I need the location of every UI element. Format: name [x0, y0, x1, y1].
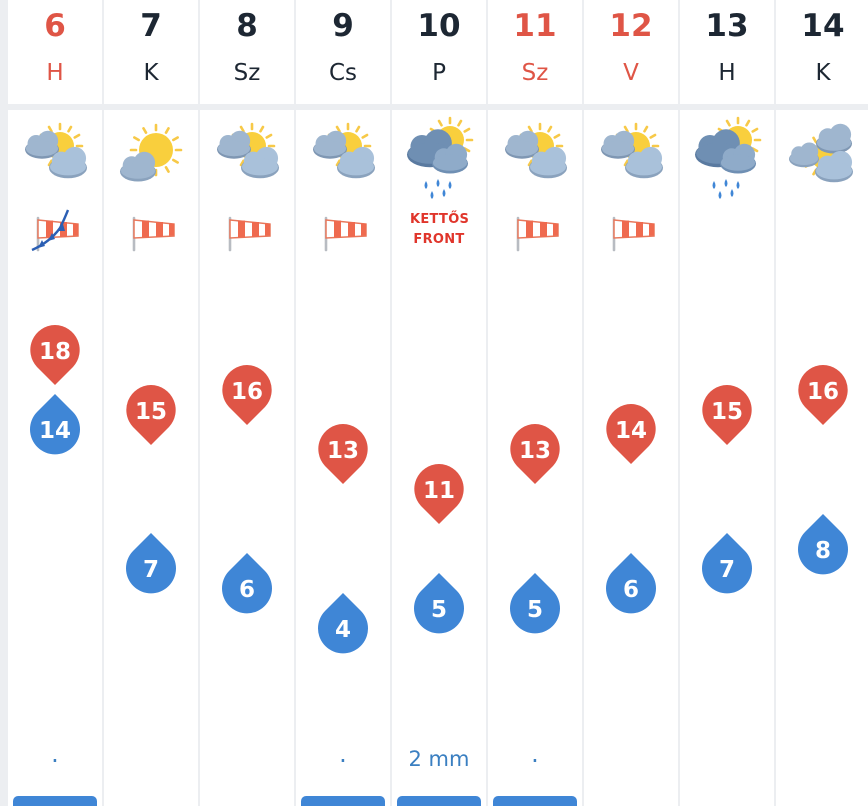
day-header-10[interactable]: 10 P — [392, 0, 486, 104]
high-temp-pin: 14 — [604, 402, 658, 470]
low-temp-drop: 6 — [604, 551, 658, 619]
day-header-12[interactable]: 12 V — [584, 0, 678, 104]
cold-front-wind-icon — [28, 208, 88, 258]
low-temp-drop: 4 — [316, 591, 370, 659]
precipitation-amount: 2 mm — [408, 747, 470, 771]
day-header-8[interactable]: 8 Sz — [200, 0, 294, 104]
high-temp-pin: 15 — [700, 383, 754, 451]
low-temp-drop: 14 — [28, 392, 82, 460]
day-column-7[interactable]: 15 7 — [104, 110, 198, 806]
windsock-icon — [508, 208, 568, 258]
day-name: H — [718, 60, 736, 86]
high-temp-value: 14 — [615, 418, 647, 444]
low-temp-drop: 6 — [220, 551, 274, 619]
day-number: 9 — [332, 8, 354, 44]
high-temp-value: 18 — [39, 339, 71, 365]
windsock-icon — [124, 208, 184, 258]
low-temp-drop: 5 — [412, 571, 466, 639]
cloudy-sun-icon — [784, 114, 864, 208]
day-name: K — [815, 60, 831, 86]
rain-cloud-icon — [688, 114, 768, 208]
low-temp-value: 5 — [431, 597, 447, 623]
day-column-14[interactable]: 16 8 — [776, 110, 868, 806]
day-number: 6 — [44, 8, 66, 44]
forecast-body: 18 14. 15 7 16 6 13 4. — [0, 110, 868, 806]
day-number: 11 — [513, 8, 557, 44]
day-header-11[interactable]: 11 Sz — [488, 0, 582, 104]
low-temp-value: 6 — [623, 577, 639, 603]
high-temp-pin: 13 — [316, 422, 370, 490]
day-header-13[interactable]: 13 H — [680, 0, 774, 104]
day-name: V — [623, 60, 639, 86]
high-temp-value: 16 — [807, 379, 839, 405]
precipitation-amount: . — [51, 740, 59, 768]
day-header-9[interactable]: 9 Cs — [296, 0, 390, 104]
front-label: KETTŐS FRONT — [410, 212, 470, 247]
windsock-icon — [316, 208, 376, 258]
partly-cloudy-icon — [208, 114, 288, 208]
high-temp-pin: 11 — [412, 462, 466, 530]
partly-cloudy-icon — [592, 114, 672, 208]
precipitation-bar — [397, 796, 481, 806]
day-column-13[interactable]: 15 7 — [680, 110, 774, 806]
low-temp-value: 5 — [527, 597, 543, 623]
partly-cloudy-icon — [304, 114, 384, 208]
day-name: P — [432, 60, 446, 86]
low-temp-value: 8 — [815, 538, 831, 564]
high-temp-value: 16 — [231, 379, 263, 405]
windsock-icon — [604, 208, 664, 258]
rain-cloud-icon — [400, 114, 480, 208]
high-temp-pin: 16 — [796, 363, 850, 431]
low-temp-value: 14 — [39, 418, 71, 444]
low-temp-value: 7 — [719, 557, 735, 583]
day-name: K — [143, 60, 159, 86]
precipitation-amount: . — [531, 740, 539, 768]
day-number: 12 — [609, 8, 653, 44]
day-number: 7 — [140, 8, 162, 44]
forecast-header: 6 H 7 K 8 Sz 9 Cs 10 P 11 Sz 12 V 13 H 14 K — [0, 0, 868, 104]
low-temp-drop: 7 — [700, 531, 754, 599]
day-number: 14 — [801, 8, 845, 44]
day-column-9[interactable]: 13 4. — [296, 110, 390, 806]
low-temp-drop: 8 — [796, 512, 850, 580]
sunny-cloud-icon — [112, 114, 192, 208]
low-temp-drop: 7 — [124, 531, 178, 599]
high-temp-pin: 18 — [28, 323, 82, 391]
precipitation-bar — [13, 796, 97, 806]
windsock-icon — [220, 208, 280, 258]
high-temp-value: 13 — [519, 438, 551, 464]
day-column-10[interactable]: KETTŐS FRONT 11 5 2 mm — [392, 110, 486, 806]
low-temp-value: 7 — [143, 557, 159, 583]
high-temp-pin: 16 — [220, 363, 274, 431]
precipitation-amount: . — [339, 740, 347, 768]
left-edge — [0, 0, 8, 806]
precipitation-bar — [301, 796, 385, 806]
partly-cloudy-icon — [16, 114, 96, 208]
high-temp-pin: 15 — [124, 383, 178, 451]
day-name: Sz — [233, 60, 261, 86]
low-temp-value: 6 — [239, 577, 255, 603]
high-temp-pin: 13 — [508, 422, 562, 490]
high-temp-value: 15 — [135, 399, 167, 425]
high-temp-value: 13 — [327, 438, 359, 464]
partly-cloudy-icon — [496, 114, 576, 208]
day-number: 10 — [417, 8, 461, 44]
day-name: Cs — [328, 60, 358, 86]
day-column-12[interactable]: 14 6 — [584, 110, 678, 806]
day-number: 8 — [236, 8, 258, 44]
high-temp-value: 15 — [711, 399, 743, 425]
low-temp-value: 4 — [335, 617, 351, 643]
day-name: H — [46, 60, 64, 86]
day-header-14[interactable]: 14 K — [776, 0, 868, 104]
precipitation-bar — [493, 796, 577, 806]
day-column-6[interactable]: 18 14. — [8, 110, 102, 806]
day-column-11[interactable]: 13 5. — [488, 110, 582, 806]
high-temp-value: 11 — [423, 478, 455, 504]
day-name: Sz — [521, 60, 549, 86]
day-column-8[interactable]: 16 6 — [200, 110, 294, 806]
day-number: 13 — [705, 8, 749, 44]
low-temp-drop: 5 — [508, 571, 562, 639]
